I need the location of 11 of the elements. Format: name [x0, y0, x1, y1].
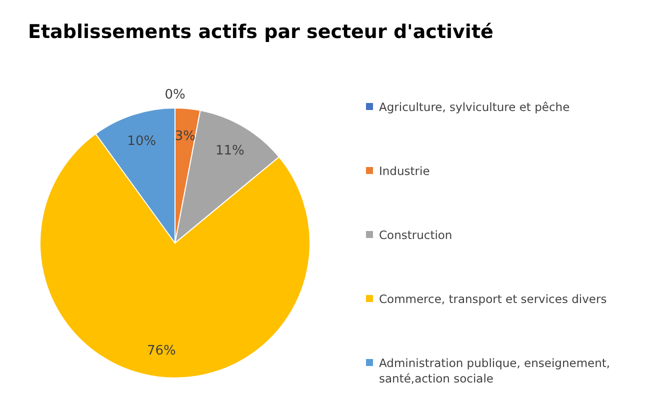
data-label: 3% [174, 129, 196, 144]
data-label: 76% [147, 344, 176, 359]
chart-title: Etablissements actifs par secteur d'activité [28, 21, 494, 43]
legend-label: Industrie [379, 164, 430, 178]
legend-label: Administration publique, enseignement, santé,action sociale [379, 356, 610, 386]
text: 0% [164, 88, 186, 103]
data-label: 11% [216, 144, 244, 159]
data-label: 10% [127, 134, 156, 149]
legend-label: Commerce, transport et services divers [379, 292, 607, 306]
legend-label: Agriculture, sylviculture et pêche [379, 100, 570, 114]
legend-label: Construction [379, 228, 452, 242]
